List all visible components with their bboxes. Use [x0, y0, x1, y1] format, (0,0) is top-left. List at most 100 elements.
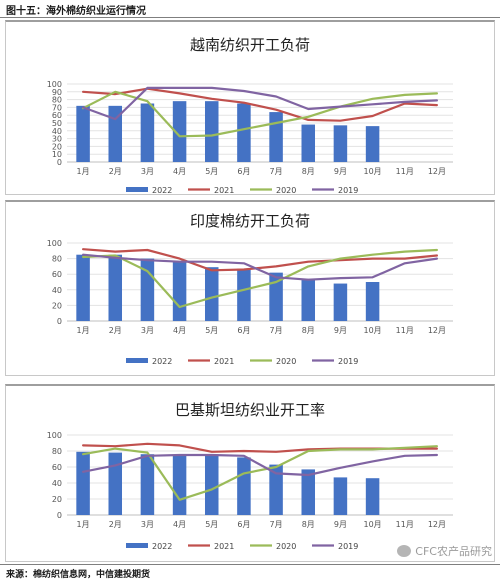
bar-2022-1 [76, 451, 90, 515]
bar-2022-4 [172, 261, 187, 321]
series-line-2021 [81, 87, 438, 122]
bar-2022-9 [333, 125, 348, 162]
x-tick-label: 7月 [270, 326, 283, 335]
x-tick-label: 9月 [334, 520, 347, 529]
x-tick-label: 3月 [141, 520, 154, 529]
figure-header: 图十五：海外棉纺织业运行情况 [0, 0, 500, 18]
x-tick-label: 9月 [334, 167, 347, 176]
source-note: 来源：棉纺织信息网，中信建投期货 [6, 570, 151, 580]
y-tick-label: 80 [52, 96, 62, 105]
legend-swatch-2022 [126, 187, 148, 192]
y-tick-label: 80 [52, 255, 62, 264]
x-tick-label: 2月 [109, 167, 122, 176]
legend-label-2021: 2021 [214, 542, 234, 551]
x-tick-label: 4月 [173, 167, 186, 176]
x-tick-label: 11月 [396, 326, 414, 335]
x-tick-label: 2月 [109, 326, 122, 335]
source-divider [0, 564, 500, 565]
x-tick-label: 8月 [302, 167, 315, 176]
header-divider [0, 17, 500, 18]
y-tick-label: 0 [57, 511, 62, 520]
y-tick-label: 60 [52, 270, 62, 279]
legend-label-2020: 2020 [276, 542, 296, 551]
y-tick-label: 100 [47, 80, 62, 89]
bar-2022-9 [333, 477, 348, 515]
chart-panel-pakistan: 巴基斯坦纺织业开工率 0 20 40 60 80 100 1月 2月 3月 4月 5月 6月 7月 8月 9月… [5, 384, 495, 562]
y-tick-label: 100 [47, 239, 62, 248]
x-tick-label: 7月 [270, 167, 283, 176]
x-tick-label: 1月 [77, 326, 90, 335]
x-tick-label: 10月 [363, 326, 381, 335]
chart-svg-pakistan: 巴基斯坦纺织业开工率 0 20 40 60 80 100 1月 2月 3月 4月 5月 6月 7月 8月 9月… [47, 401, 453, 551]
legend-label-2021: 2021 [214, 186, 234, 194]
watermark-text: CFC农产品研究 [415, 545, 492, 558]
wechat-icon [397, 545, 412, 557]
legend-label-2019: 2019 [338, 542, 358, 551]
x-tick-label: 10月 [363, 167, 381, 176]
legend-label-2022: 2022 [152, 186, 172, 194]
x-tick-label: 6月 [237, 520, 250, 529]
x-tick-label: 7月 [270, 520, 283, 529]
bar-2022-7 [269, 464, 283, 515]
y-tick-label: 50 [52, 119, 62, 128]
legend-label-2022: 2022 [152, 542, 172, 551]
legend-swatch-2022 [126, 358, 148, 363]
legend-label-2019: 2019 [338, 357, 358, 366]
legend-label-2022: 2022 [152, 357, 172, 366]
y-tick-label: 60 [52, 463, 62, 472]
x-tick-label: 2月 [109, 520, 122, 529]
x-tick-label: 1月 [77, 520, 90, 529]
chart-panel-india: 印度棉纺开工负荷 0 20 40 60 80 100 1月 2月 3月 4月 5月 6月 7月 8月 9月 10… [5, 200, 495, 376]
y-tick-label: 20 [52, 142, 62, 151]
x-tick-label: 8月 [302, 326, 315, 335]
bar-2022-1 [76, 105, 90, 162]
series-line-2019 [81, 253, 438, 281]
bar-2022-6 [237, 268, 251, 321]
series-line-2020 [81, 445, 438, 501]
bar-2022-3 [140, 103, 155, 162]
x-tick-label: 12月 [428, 520, 446, 529]
x-tick-label: 9月 [334, 326, 347, 335]
chart-panel-vietnam: 越南纺织开工负荷 0 10 20 30 40 50 60 70 80 90 100 1月 2月 3月 4月 5月… [5, 20, 495, 195]
x-tick-label: 5月 [205, 520, 218, 529]
bar-2022-6 [237, 457, 251, 515]
x-tick-label: 12月 [428, 167, 446, 176]
watermark: CFC农产品研究 [397, 543, 492, 559]
legend-label-2019: 2019 [338, 186, 358, 194]
bar-2022-10 [365, 126, 380, 162]
y-tick-label: 20 [52, 495, 62, 504]
y-tick-label: 100 [47, 431, 62, 440]
series-line-2021 [81, 248, 438, 272]
chart-svg-india: 印度棉纺开工负荷 0 20 40 60 80 100 1月 2月 3月 4月 5月 6月 7月 8月 9月 10… [47, 212, 453, 366]
x-tick-label: 4月 [173, 326, 186, 335]
bar-2022-3 [140, 454, 155, 515]
legend-label-2020: 2020 [276, 186, 296, 194]
y-tick-label: 20 [52, 301, 62, 310]
x-tick-label: 5月 [205, 167, 218, 176]
y-tick-label: 80 [52, 447, 62, 456]
x-tick-label: 11月 [396, 167, 414, 176]
series-line-2020 [81, 90, 438, 138]
bar-2022-9 [333, 283, 348, 321]
y-tick-label: 30 [52, 135, 62, 144]
bar-2022-2 [108, 254, 123, 321]
legend-swatch-2022 [126, 543, 148, 548]
chart-title: 越南纺织开工负荷 [190, 36, 310, 54]
x-tick-label: 4月 [173, 520, 186, 529]
y-tick-label: 0 [57, 158, 62, 167]
y-tick-label: 10 [52, 150, 62, 159]
bar-2022-5 [204, 455, 219, 515]
figure-title: 图十五：海外棉纺织业运行情况 [6, 6, 146, 17]
x-tick-label: 6月 [237, 167, 250, 176]
bar-2022-5 [204, 101, 219, 162]
y-tick-label: 0 [57, 317, 62, 326]
y-tick-label: 40 [52, 286, 62, 295]
x-tick-label: 3月 [141, 167, 154, 176]
series-line-2019 [81, 453, 438, 477]
bar-2022-4 [172, 101, 187, 162]
bar-2022-6 [237, 103, 251, 162]
bar-2022-7 [269, 112, 283, 162]
y-tick-label: 60 [52, 111, 62, 120]
bar-2022-7 [269, 272, 283, 321]
